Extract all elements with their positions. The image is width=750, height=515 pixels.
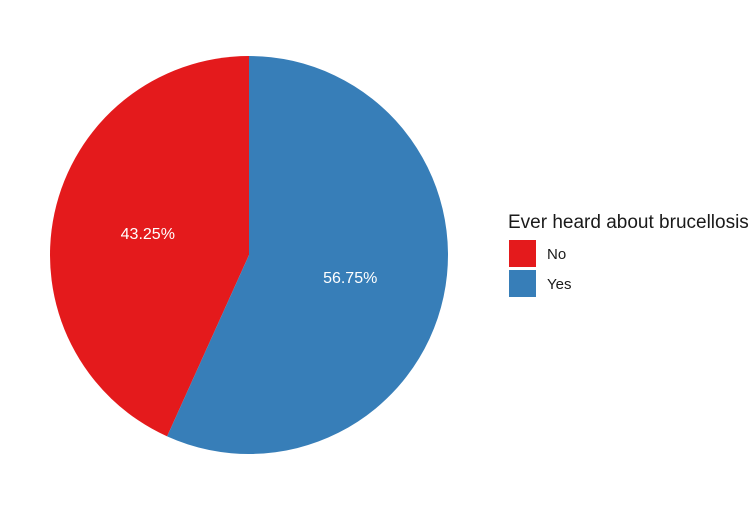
pie-slices [49,56,448,454]
legend-title: Ever heard about brucellosis [508,212,749,233]
legend-label-yes: Yes [547,276,571,293]
pie-slice-no [49,56,249,437]
pie-slice-labels: 43.25% 56.75% [121,226,378,287]
legend: Ever heard about brucellosis No Yes [508,212,749,297]
slice-label-yes: 56.75% [323,270,377,287]
pie-slice-yes [167,56,448,454]
legend-label-no: No [547,246,566,263]
legend-swatch-yes [509,270,536,297]
slice-label-no: 43.25% [121,226,175,243]
legend-items: No Yes [509,240,571,297]
legend-swatch-no [509,240,536,267]
